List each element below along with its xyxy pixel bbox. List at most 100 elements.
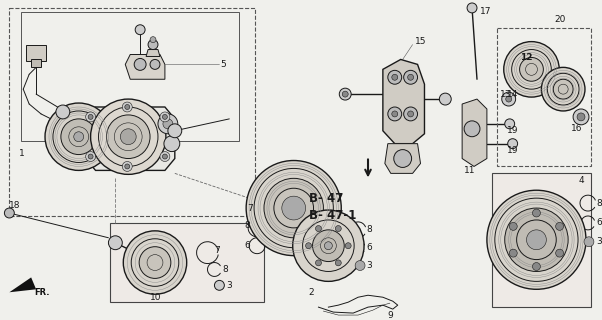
Text: 8: 8 xyxy=(596,199,601,208)
Circle shape xyxy=(125,164,130,169)
Text: 6: 6 xyxy=(366,243,372,252)
Circle shape xyxy=(85,152,96,162)
Circle shape xyxy=(158,114,178,134)
Circle shape xyxy=(584,237,594,247)
Circle shape xyxy=(160,152,170,162)
Circle shape xyxy=(88,154,93,159)
Circle shape xyxy=(504,119,515,129)
Circle shape xyxy=(163,154,167,159)
Text: 12: 12 xyxy=(520,53,532,62)
Circle shape xyxy=(148,40,158,50)
Circle shape xyxy=(246,161,341,256)
Text: 10: 10 xyxy=(150,293,161,302)
Circle shape xyxy=(150,37,156,43)
Circle shape xyxy=(388,107,402,121)
Circle shape xyxy=(343,91,348,97)
Circle shape xyxy=(74,132,84,142)
Circle shape xyxy=(85,112,96,122)
Text: 5: 5 xyxy=(220,60,226,69)
Text: 13: 13 xyxy=(500,90,511,99)
Circle shape xyxy=(504,42,559,97)
Text: 8: 8 xyxy=(366,225,372,234)
Text: 15: 15 xyxy=(415,37,426,46)
Circle shape xyxy=(408,111,414,117)
Text: 2: 2 xyxy=(309,288,314,297)
Circle shape xyxy=(164,136,180,152)
Polygon shape xyxy=(85,107,175,171)
Circle shape xyxy=(139,247,171,278)
Circle shape xyxy=(293,210,364,281)
Circle shape xyxy=(264,178,323,238)
Circle shape xyxy=(501,92,516,106)
Text: 8: 8 xyxy=(244,221,250,230)
Text: 8: 8 xyxy=(222,265,228,274)
Circle shape xyxy=(306,243,312,249)
Circle shape xyxy=(509,249,517,257)
Circle shape xyxy=(577,113,585,121)
Bar xyxy=(497,28,591,166)
Circle shape xyxy=(125,105,130,109)
Circle shape xyxy=(312,230,344,261)
Circle shape xyxy=(340,88,351,100)
Text: 9: 9 xyxy=(388,310,394,320)
Bar xyxy=(10,8,255,216)
Circle shape xyxy=(335,260,341,266)
Circle shape xyxy=(345,243,351,249)
Circle shape xyxy=(122,102,132,112)
Circle shape xyxy=(487,190,586,289)
Text: 14: 14 xyxy=(507,90,518,99)
Circle shape xyxy=(520,58,544,81)
Circle shape xyxy=(56,105,70,119)
Circle shape xyxy=(541,68,585,111)
Circle shape xyxy=(88,115,93,119)
Circle shape xyxy=(467,3,477,13)
Circle shape xyxy=(282,196,306,220)
Polygon shape xyxy=(31,60,41,68)
Circle shape xyxy=(135,25,145,35)
Bar xyxy=(21,12,239,141)
Polygon shape xyxy=(10,277,36,292)
Circle shape xyxy=(553,79,573,99)
Polygon shape xyxy=(146,50,160,56)
Circle shape xyxy=(122,162,132,172)
Circle shape xyxy=(123,231,187,294)
Text: 7: 7 xyxy=(214,246,220,255)
Polygon shape xyxy=(125,54,165,79)
Circle shape xyxy=(533,209,541,217)
Text: 6: 6 xyxy=(244,241,250,250)
Circle shape xyxy=(509,222,517,230)
Text: 17: 17 xyxy=(480,7,491,16)
Circle shape xyxy=(315,226,321,231)
Circle shape xyxy=(107,115,150,158)
Circle shape xyxy=(324,242,332,250)
Circle shape xyxy=(556,222,563,230)
Text: 7: 7 xyxy=(247,204,253,212)
Bar xyxy=(110,223,264,302)
Circle shape xyxy=(533,262,541,270)
Polygon shape xyxy=(385,144,421,173)
Circle shape xyxy=(527,230,547,250)
Text: 4: 4 xyxy=(579,176,585,185)
Text: FR.: FR. xyxy=(34,288,49,297)
Circle shape xyxy=(163,119,173,129)
Text: 3: 3 xyxy=(366,261,372,270)
Circle shape xyxy=(388,70,402,84)
Text: 20: 20 xyxy=(554,15,566,24)
Circle shape xyxy=(160,112,170,122)
Text: 18: 18 xyxy=(10,201,21,210)
Circle shape xyxy=(573,109,589,125)
Circle shape xyxy=(108,236,122,250)
Circle shape xyxy=(507,139,518,148)
Text: B- 47-1: B- 47-1 xyxy=(309,210,356,222)
Circle shape xyxy=(120,129,136,145)
Text: B- 47: B- 47 xyxy=(309,192,343,205)
Bar xyxy=(492,173,591,307)
Circle shape xyxy=(150,60,160,69)
Text: 16: 16 xyxy=(571,124,583,133)
Circle shape xyxy=(163,115,167,119)
Circle shape xyxy=(90,99,166,174)
Circle shape xyxy=(404,107,418,121)
Circle shape xyxy=(335,226,341,231)
Circle shape xyxy=(315,260,321,266)
Text: 11: 11 xyxy=(464,166,476,175)
